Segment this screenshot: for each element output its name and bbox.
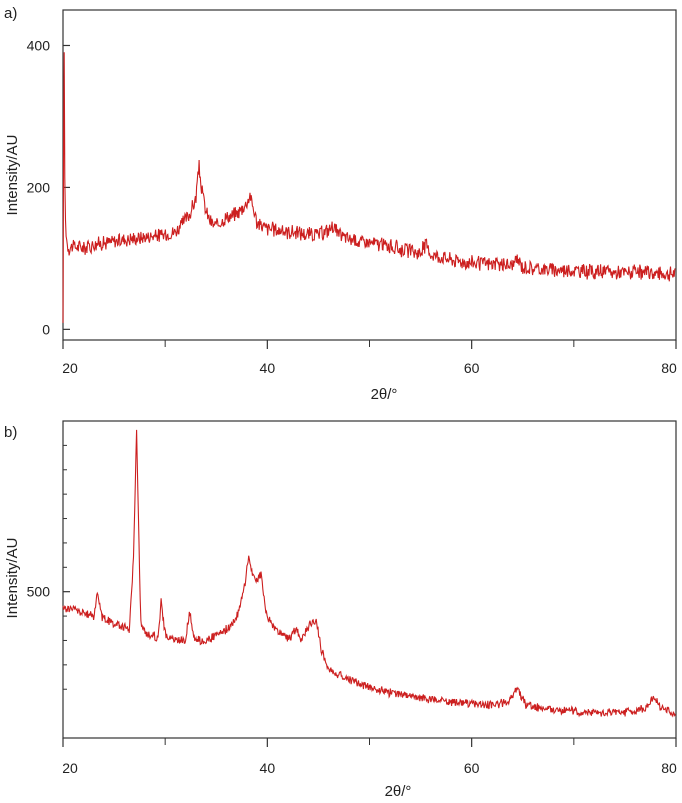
panel-a-y-ticks: 0 200 400 [27, 37, 70, 337]
x-tick-label: 60 [464, 360, 480, 376]
panel-b-x-ticks: 20 40 60 80 [62, 738, 677, 776]
y-tick-label: 500 [27, 584, 51, 600]
x-tick-label: 60 [464, 760, 480, 776]
panel-b: b) 500 20 40 60 80 2θ/° Intensity/AU [4, 420, 677, 800]
panel-b-frame [62, 420, 677, 739]
x-tick-label: 20 [62, 760, 78, 776]
y-tick-label: 0 [42, 321, 50, 337]
panel-a-label: a) [4, 5, 17, 22]
panel-b-y-ticks: 500 [27, 444, 70, 690]
panel-a-frame [62, 9, 677, 341]
panel-b-y-axis-title: Intensity/AU [4, 538, 21, 619]
panel-a-x-axis-title: 2θ/° [371, 386, 398, 403]
x-tick-label: 40 [260, 760, 276, 776]
x-tick-label: 40 [260, 360, 276, 376]
panel-b-series-line [62, 429, 676, 718]
panel-a-y-axis-title: Intensity/AU [4, 135, 21, 216]
panel-a: a) 0 200 400 20 40 60 80 2θ/° Intensity/AU [4, 5, 677, 403]
panel-a-series-line [62, 52, 676, 323]
panel-a-x-ticks: 20 40 60 80 [62, 340, 677, 376]
y-tick-label: 200 [27, 179, 51, 195]
y-tick-label: 400 [27, 37, 51, 53]
panel-b-x-axis-title: 2θ/° [385, 783, 412, 800]
x-tick-label: 20 [62, 360, 78, 376]
x-tick-label: 80 [661, 360, 677, 376]
x-tick-label: 80 [661, 760, 677, 776]
panel-b-label: b) [4, 424, 17, 441]
